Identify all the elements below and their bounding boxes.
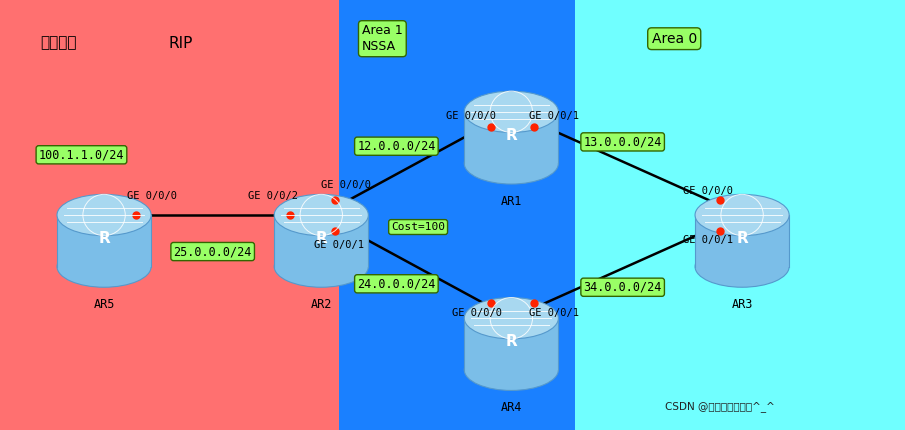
Text: CSDN @哈都学的小菜鸡^_^: CSDN @哈都学的小菜鸡^_^ <box>665 401 775 412</box>
Text: GE 0/0/0: GE 0/0/0 <box>127 190 177 201</box>
Text: R: R <box>506 128 517 142</box>
Bar <box>57 215 151 267</box>
Ellipse shape <box>274 246 368 287</box>
Text: RIP: RIP <box>169 36 193 50</box>
Text: R: R <box>506 334 517 349</box>
Text: AR5: AR5 <box>93 298 115 311</box>
Ellipse shape <box>695 246 789 287</box>
Ellipse shape <box>695 194 789 236</box>
Text: Area 0: Area 0 <box>652 32 697 46</box>
Bar <box>274 215 368 267</box>
Text: 外部区域: 外部区域 <box>41 36 77 50</box>
FancyBboxPatch shape <box>339 0 575 430</box>
Text: GE 0/0/2: GE 0/0/2 <box>248 190 299 201</box>
Text: AR1: AR1 <box>500 195 522 208</box>
Bar <box>464 318 558 370</box>
Text: 12.0.0.0/24: 12.0.0.0/24 <box>357 140 435 153</box>
Text: R: R <box>737 231 748 246</box>
Text: GE 0/0/0: GE 0/0/0 <box>682 186 733 197</box>
Text: GE 0/0/0: GE 0/0/0 <box>320 180 371 190</box>
Ellipse shape <box>464 91 558 132</box>
Text: R: R <box>316 231 327 246</box>
Ellipse shape <box>464 349 558 390</box>
Text: Cost=100: Cost=100 <box>391 222 445 232</box>
Ellipse shape <box>57 194 151 236</box>
Text: Area 1
NSSA: Area 1 NSSA <box>362 24 403 53</box>
Text: R: R <box>99 231 110 246</box>
FancyBboxPatch shape <box>575 0 905 430</box>
Ellipse shape <box>274 194 368 236</box>
Ellipse shape <box>464 143 558 184</box>
Text: GE 0/0/1: GE 0/0/1 <box>529 308 579 318</box>
Bar <box>464 112 558 163</box>
Bar <box>695 215 789 267</box>
Text: AR3: AR3 <box>731 298 753 311</box>
Text: GE 0/0/0: GE 0/0/0 <box>445 111 496 121</box>
Text: GE 0/0/0: GE 0/0/0 <box>452 308 502 318</box>
Text: 25.0.0.0/24: 25.0.0.0/24 <box>174 245 252 258</box>
Text: AR4: AR4 <box>500 401 522 414</box>
Text: 13.0.0.0/24: 13.0.0.0/24 <box>584 135 662 148</box>
Text: 24.0.0.0/24: 24.0.0.0/24 <box>357 277 435 290</box>
Text: 34.0.0.0/24: 34.0.0.0/24 <box>584 281 662 294</box>
FancyBboxPatch shape <box>0 0 339 430</box>
Ellipse shape <box>57 246 151 287</box>
Text: GE 0/0/1: GE 0/0/1 <box>314 240 365 250</box>
Text: GE 0/0/1: GE 0/0/1 <box>529 111 579 121</box>
Ellipse shape <box>464 298 558 339</box>
Text: AR2: AR2 <box>310 298 332 311</box>
Text: 100.1.1.0/24: 100.1.1.0/24 <box>39 148 124 161</box>
Text: GE 0/0/1: GE 0/0/1 <box>682 235 733 245</box>
